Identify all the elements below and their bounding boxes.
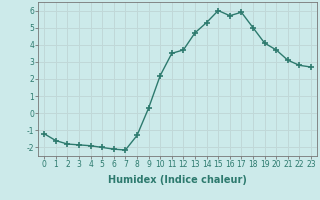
X-axis label: Humidex (Indice chaleur): Humidex (Indice chaleur) xyxy=(108,175,247,185)
